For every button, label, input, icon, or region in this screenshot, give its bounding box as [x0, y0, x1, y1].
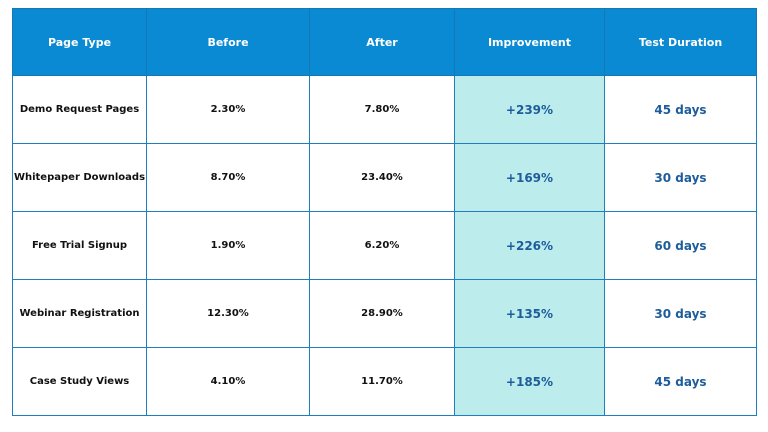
header-cell: Before: [146, 8, 310, 76]
header-row: Page Type Before After Improvement Test Dura…: [12, 8, 757, 76]
table-cell: 6.20%: [309, 211, 455, 280]
table-cell: Free Trial Signup: [12, 211, 147, 280]
table-cell: 7.80%: [309, 75, 455, 144]
table-cell: 2.30%: [146, 75, 310, 144]
table-cell: +239%: [454, 75, 605, 144]
table-cell: +185%: [454, 347, 605, 416]
table-cell: 30 days: [604, 143, 757, 212]
table-row: Demo Request Pages 2.30% 7.80% +239% 45 days: [12, 75, 757, 144]
table-cell: 45 days: [604, 75, 757, 144]
table-cell: +135%: [454, 279, 605, 348]
table-cell: 12.30%: [146, 279, 310, 348]
table-cell: 30 days: [604, 279, 757, 348]
comparison-table: Page Type Before After Improvement Test Dura…: [12, 8, 757, 416]
header-cell: After: [309, 8, 455, 76]
table-cell: Webinar Registration: [12, 279, 147, 348]
table-cell: 23.40%: [309, 143, 455, 212]
table-body: Demo Request Pages 2.30% 7.80% +239% 45 days…: [12, 75, 757, 416]
table-row: Case Study Views 4.10% 11.70% +185% 45 days: [12, 347, 757, 416]
table-cell: Demo Request Pages: [12, 75, 147, 144]
table-cell: 28.90%: [309, 279, 455, 348]
table-cell: 60 days: [604, 211, 757, 280]
table-row: Whitepaper Downloads 8.70% 23.40% +169% 30 d…: [12, 143, 757, 212]
header-cell: Page Type: [12, 8, 147, 76]
header-cell: Test Duration: [604, 8, 757, 76]
table-cell: Whitepaper Downloads: [12, 143, 147, 212]
table-cell: +226%: [454, 211, 605, 280]
table-cell: +169%: [454, 143, 605, 212]
table-cell: 8.70%: [146, 143, 310, 212]
header-cell: Improvement: [454, 8, 605, 76]
table-cell: 4.10%: [146, 347, 310, 416]
table-cell: 11.70%: [309, 347, 455, 416]
table-row: Free Trial Signup 1.90% 6.20% +226% 60 days: [12, 211, 757, 280]
table-cell: 1.90%: [146, 211, 310, 280]
table-cell: 45 days: [604, 347, 757, 416]
table-cell: Case Study Views: [12, 347, 147, 416]
table-row: Webinar Registration 12.30% 28.90% +135% 30 …: [12, 279, 757, 348]
